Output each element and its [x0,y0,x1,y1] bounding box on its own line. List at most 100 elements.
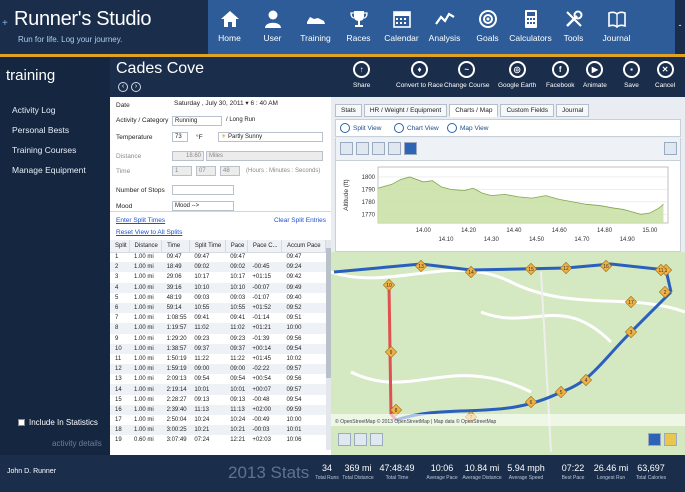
expand-icon[interactable]: + [2,18,8,29]
tab-custom-fields[interactable]: Custom Fields [500,104,554,117]
sidebar-item-activity-log[interactable]: Activity Log [12,105,56,115]
map-layer-icon[interactable] [664,433,677,446]
col-time[interactable]: Time [161,240,190,253]
temperature-input[interactable]: 73 [172,132,188,142]
map-marker[interactable]: 14 [464,265,478,279]
prev-workout-button[interactable]: ‹ [118,82,128,92]
sidebar-item-training-courses[interactable]: Training Courses [12,145,77,155]
sidebar-item-personal-bests[interactable]: Personal Bests [12,125,70,135]
bar-chart-icon[interactable] [404,142,417,155]
nav-user[interactable]: User [251,0,294,54]
col-distance[interactable]: Distance [129,240,163,253]
include-checkbox[interactable] [18,419,25,426]
col-split[interactable]: Split [110,240,130,253]
map-marker[interactable]: 9 [384,345,398,359]
tab-hr-weight-equipment[interactable]: HR / Weight / Equipment [363,104,448,117]
scroll-thumb[interactable] [326,248,331,378]
col-split-time[interactable]: Split Time [189,240,226,253]
temperature-unit[interactable]: °F [196,134,203,141]
nav-calendar[interactable]: Calendar [380,0,423,54]
map-view-button[interactable]: Map View [447,123,488,133]
google-earth-button[interactable]: ◎ Google Earth [498,61,536,89]
time-minutes[interactable]: 07 [196,166,216,176]
category-select[interactable]: / Long Run [224,116,324,126]
table-row[interactable]: 16 1.00 mi 2:39:40 11:13 11:13 +02:00 09:59 [110,404,326,415]
map-marker[interactable]: 10 [382,278,396,292]
table-row[interactable]: 8 1.00 mi 1:19:57 11:02 11:02 +01:21 10:00 [110,323,326,334]
col-pace-change[interactable]: Pace C... [247,240,282,253]
stops-input[interactable] [172,185,234,195]
date-picker[interactable]: Saturday , July 30, 2011 ▾ 6 : 40 AM [172,100,331,110]
distance-unit-select[interactable]: Miles [206,151,323,161]
map-marker[interactable]: 13 [414,259,428,273]
nav-home[interactable]: Home [208,0,251,54]
mood-select[interactable]: Mood --> [172,201,234,211]
cancel-button[interactable]: ✕ Cancel [655,61,675,89]
nav-analysis[interactable]: Analysis [423,0,466,54]
chart-view-button[interactable]: Chart View [394,123,439,133]
convert-to-race-button[interactable]: ♦ Convert to Race [396,61,443,89]
time-hours[interactable]: 1 [172,166,192,176]
table-row[interactable]: 7 1.00 mi 1:08:55 09:41 09:41 -01:14 09:51 [110,313,326,323]
facebook-button[interactable]: f Facebook [546,61,575,89]
map-marker[interactable]: 6 [524,395,538,409]
chart-type-icon[interactable] [664,142,677,155]
zoom-out-icon[interactable] [388,142,401,155]
map-zoom-in-icon[interactable] [338,433,351,446]
nav-calculators[interactable]: Calculators [509,0,552,54]
clear-split-entries-link[interactable]: Clear Split Entries [273,217,326,224]
map-marker[interactable]: 11 [654,263,668,277]
map-marker[interactable]: 12 [559,261,573,275]
minimize-button[interactable]: - [675,0,685,54]
table-row[interactable]: 12 1.00 mi 1:59:19 09:00 09:00 -02:22 09:57 [110,364,326,375]
next-workout-button[interactable]: › [131,82,141,92]
save-button[interactable]: ▪ Save [623,61,640,89]
route-map[interactable]: 1234567891011121314151617 © OpenStreetMa… [330,252,685,455]
zoom-in-icon[interactable] [372,142,385,155]
table-row[interactable]: 4 1.00 mi 39:16 10:10 10:10 -00:07 09:49 [110,282,326,293]
table-row[interactable]: 13 1.00 mi 2:09:13 09:54 09:54 +00:54 09:56 [110,374,326,384]
table-row[interactable]: 18 1.00 mi 3:00:25 10:21 10:21 -00:03 10:01 [110,425,326,436]
activity-select[interactable]: Running [172,116,222,126]
table-row[interactable]: 19 0.60 mi 3:07:49 07:24 12:21 +02:03 10:06 [110,435,326,445]
table-row[interactable]: 17 1.00 mi 2:50:04 10:24 10:24 -00:49 10:00 [110,415,326,425]
reset-view-link[interactable]: Reset View to All Splits [116,229,183,236]
weather-select[interactable]: ☀ Partly Sunny [218,132,323,142]
map-marker[interactable]: 17 [624,295,638,309]
col-accum-pace[interactable]: Accum Pace [281,240,327,253]
nav-training[interactable]: Training [294,0,337,54]
map-marker[interactable]: 16 [599,259,613,273]
time-seconds[interactable]: 48 [220,166,240,176]
table-row[interactable]: 10 1.00 mi 1:38:57 09:37 09:37 +00:14 09:54 [110,343,326,354]
map-marker[interactable]: 2 [658,285,672,299]
map-marker[interactable]: 4 [579,373,593,387]
pan-icon[interactable] [356,142,369,155]
map-fit-icon[interactable] [370,433,383,446]
table-row[interactable]: 5 1.00 mi 48:19 09:03 09:03 -01:07 09:40 [110,293,326,303]
distance-input[interactable]: 18.60 [172,151,204,161]
sidebar-item-manage-equipment[interactable]: Manage Equipment [12,165,86,175]
col-pace[interactable]: Pace [225,240,248,253]
map-marker[interactable]: 5 [554,385,568,399]
map-marker[interactable]: 8 [389,403,403,417]
split-view-button[interactable]: Split View [340,123,381,133]
share-button[interactable]: ↑ Share [353,61,370,89]
map-marker[interactable]: 3 [624,325,638,339]
nav-races[interactable]: Races [337,0,380,54]
include-in-statistics[interactable]: Include In Statistics [18,418,98,427]
table-row[interactable]: 6 1.00 mi 59:14 10:55 10:55 +01:52 09:52 [110,302,326,314]
change-course-button[interactable]: ~ Change Course [444,61,490,89]
table-row[interactable]: 11 1.00 mi 1:50:19 11:22 11:22 +01:45 10:02 [110,354,326,364]
map-zoom-out-icon[interactable] [354,433,367,446]
table-row[interactable]: 1 1.00 mi 09:47 09:47 09:47 09:47 [110,252,326,262]
table-row[interactable]: 2 1.00 mi 18:49 09:02 09:02 -00:45 09:24 [110,262,326,273]
tab-charts-map[interactable]: Charts / Map [449,104,499,117]
table-row[interactable]: 14 1.00 mi 2:19:14 10:01 10:01 +00:07 09:57 [110,384,326,395]
user-name[interactable]: John D. Runner [7,468,57,475]
table-row[interactable]: 3 1.00 mi 29:06 10:17 10:17 +01:15 09:42 [110,272,326,282]
table-row[interactable]: 15 1.00 mi 2:28:27 09:13 09:13 -00:48 09:54 [110,395,326,405]
activity-details-link[interactable]: activity details [52,439,102,448]
table-row[interactable]: 9 1.00 mi 1:29:20 09:23 09:23 -01:39 09:56 [110,334,326,344]
nav-journal[interactable]: Journal [595,0,638,54]
map-marker[interactable]: 15 [524,262,538,276]
